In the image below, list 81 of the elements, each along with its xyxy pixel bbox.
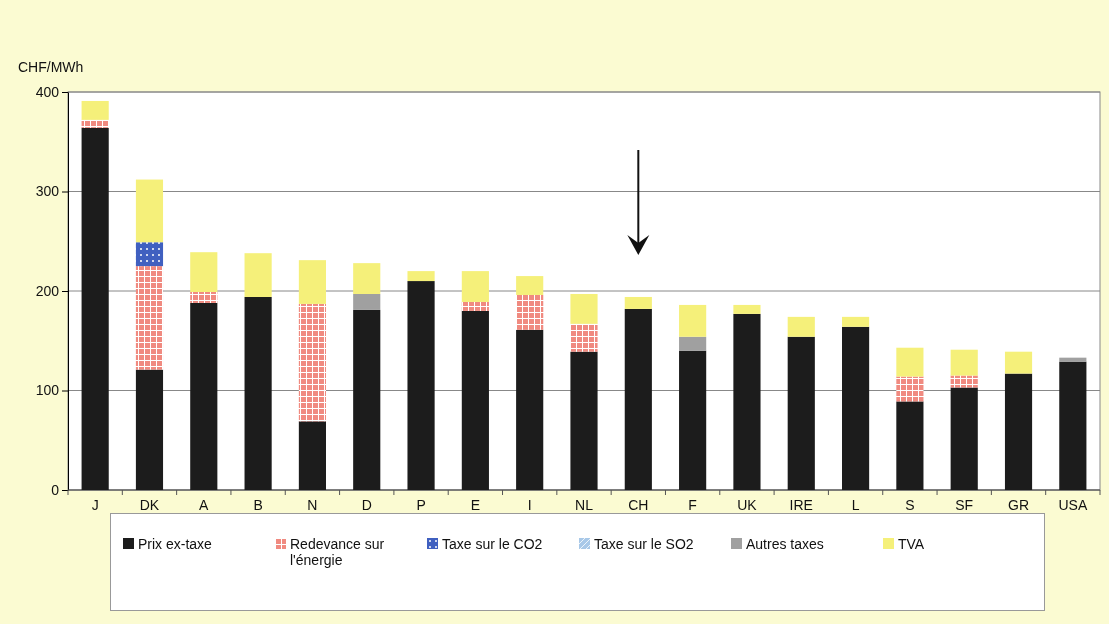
bar xyxy=(244,253,272,297)
legend-label: Autres taxes xyxy=(746,536,824,552)
x-tick-label: E xyxy=(470,496,481,513)
bar xyxy=(679,304,707,337)
y-tick-label: 0 xyxy=(51,481,60,498)
bar xyxy=(896,376,924,402)
bar xyxy=(190,252,218,292)
x-tick-label: IRE xyxy=(789,496,813,513)
bar xyxy=(353,293,381,310)
x-tick-label: SF xyxy=(955,496,974,513)
bar xyxy=(190,292,218,303)
legend-label: Prix ex-taxe xyxy=(138,536,212,552)
legend-label: Taxe sur le CO2 xyxy=(442,536,543,552)
bar xyxy=(733,304,761,314)
x-tick-label: NL xyxy=(575,496,594,513)
y-tick-label: 200 xyxy=(35,282,60,299)
x-tick-label: GR xyxy=(1008,496,1030,513)
bar xyxy=(516,276,544,295)
bar xyxy=(516,294,544,330)
legend-label: Redevance sur l'énergie xyxy=(290,536,386,568)
x-tick-label: D xyxy=(361,496,372,513)
bar xyxy=(896,401,924,490)
bar xyxy=(353,263,381,294)
bar xyxy=(81,127,109,490)
bar xyxy=(950,387,978,490)
y-axis-title: CHF/MWh xyxy=(18,59,84,75)
x-tick-label: DK xyxy=(139,496,160,513)
x-tick-label: B xyxy=(253,496,263,513)
bar xyxy=(298,303,326,422)
bar xyxy=(135,266,164,370)
bar xyxy=(298,260,326,304)
bar xyxy=(81,100,109,120)
x-tick-label: J xyxy=(91,496,99,513)
bar xyxy=(679,350,707,490)
x-tick-label: L xyxy=(851,496,860,513)
bar xyxy=(135,179,164,243)
bar xyxy=(1004,373,1033,490)
bar xyxy=(950,375,978,388)
bar xyxy=(244,296,272,490)
bar xyxy=(624,308,652,490)
x-tick-label: S xyxy=(905,496,915,513)
bar xyxy=(950,349,978,376)
x-tick-label: P xyxy=(416,496,426,513)
bar xyxy=(733,313,761,490)
legend-label: TVA xyxy=(898,536,925,552)
y-tick-label: 400 xyxy=(35,83,60,100)
bar xyxy=(1059,357,1087,362)
bar xyxy=(1004,351,1033,374)
bar xyxy=(407,271,435,282)
bar xyxy=(298,421,326,490)
bar xyxy=(353,309,381,490)
bar xyxy=(407,281,435,490)
bar xyxy=(842,326,870,490)
x-tick-label: N xyxy=(307,496,318,513)
x-tick-label: CH xyxy=(628,496,649,513)
x-tick-label: F xyxy=(688,496,697,513)
bar xyxy=(787,316,815,337)
x-tick-label: USA xyxy=(1058,496,1088,513)
bar xyxy=(787,336,815,490)
bar xyxy=(570,351,598,490)
bar xyxy=(1059,361,1087,490)
bar xyxy=(135,369,164,490)
x-tick-label: I xyxy=(527,496,532,513)
bar xyxy=(461,301,489,311)
x-tick-label: A xyxy=(199,496,210,513)
bar xyxy=(624,296,652,309)
y-tick-label: 300 xyxy=(35,183,60,200)
bar xyxy=(461,310,489,490)
x-tick-label: UK xyxy=(737,496,758,513)
bar xyxy=(842,316,870,327)
bar xyxy=(190,302,218,490)
legend-label: Taxe sur le SO2 xyxy=(594,536,694,552)
bar xyxy=(679,336,707,351)
bar xyxy=(570,293,598,324)
bar xyxy=(461,271,489,302)
bar xyxy=(81,119,109,128)
bar xyxy=(896,347,924,377)
y-tick-label: 100 xyxy=(35,382,60,399)
bar xyxy=(570,323,598,352)
bar xyxy=(516,329,544,490)
bar xyxy=(135,242,164,267)
